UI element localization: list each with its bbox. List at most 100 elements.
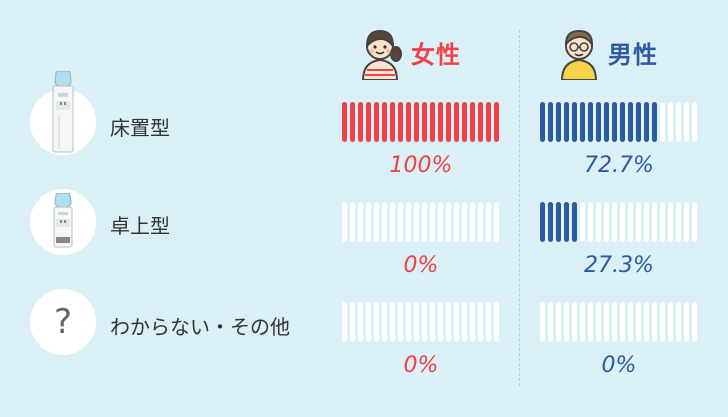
bar-segment: [636, 102, 641, 142]
bar-segment: [636, 302, 641, 342]
bar-segment: [462, 302, 467, 342]
bar-segment: [596, 202, 601, 242]
question-mark-icon: ?: [53, 302, 73, 342]
bar-segment: [350, 202, 355, 242]
bar-tabletop-female: [342, 202, 500, 242]
bar-segment: [486, 202, 491, 242]
male-label: 男性: [608, 40, 658, 69]
bar-segment: [398, 202, 403, 242]
bar-segment: [414, 302, 419, 342]
floor-water-server-icon: [52, 71, 74, 153]
pct-floor-female: 100%: [389, 153, 453, 178]
bar-segment: [470, 302, 475, 342]
row-icon-circle: ?: [30, 289, 96, 355]
bar-segment: [494, 202, 499, 242]
bar-segment: [486, 302, 491, 342]
bar-segment: [580, 202, 585, 242]
bar-segment: [564, 202, 569, 242]
bar-segment: [366, 102, 371, 142]
bar-segment: [540, 302, 545, 342]
bar-segment: [676, 102, 681, 142]
bar-segment: [620, 302, 625, 342]
bar-segment: [684, 202, 689, 242]
boy-with-glasses-icon: [560, 29, 598, 80]
bar-segment: [478, 302, 483, 342]
bar-segment: [660, 302, 665, 342]
pct-tabletop-female: 0%: [403, 253, 439, 278]
bar-segment: [438, 102, 443, 142]
bar-segment: [580, 102, 585, 142]
bar-segment: [350, 102, 355, 142]
bar-segment: [470, 202, 475, 242]
bar-segment: [604, 202, 609, 242]
bar-segment: [486, 102, 491, 142]
bar-segment: [596, 302, 601, 342]
bar-segment: [478, 202, 483, 242]
bar-segment: [572, 302, 577, 342]
bar-segment: [382, 102, 387, 142]
bar-segment: [540, 102, 545, 142]
row-floor-type: 床置型 100% 72.7%: [0, 71, 728, 182]
bar-segment: [676, 302, 681, 342]
bar-segment: [652, 202, 657, 242]
bar-segment: [668, 102, 673, 142]
bar-segment: [684, 102, 689, 142]
bar-segment: [390, 302, 395, 342]
bar-segment: [398, 302, 403, 342]
bar-segment: [358, 202, 363, 242]
bar-segment: [564, 302, 569, 342]
bar-segment: [604, 102, 609, 142]
bar-segment: [580, 302, 585, 342]
bar-segment: [612, 302, 617, 342]
bar-floor-male: [540, 102, 698, 142]
bar-segment: [556, 302, 561, 342]
bar-segment: [548, 102, 553, 142]
bar-segment: [556, 202, 561, 242]
row-icon-circle: [30, 71, 96, 155]
bar-segment: [446, 302, 451, 342]
bar-segment: [604, 302, 609, 342]
pct-unknown-male: 0%: [601, 353, 637, 378]
female-header: 女性: [355, 22, 461, 82]
bar-segment: [358, 102, 363, 142]
row-icon-circle: [30, 189, 96, 255]
bar-segment: [430, 102, 435, 142]
bar-segment: [422, 302, 427, 342]
pct-tabletop-male: 27.3%: [584, 253, 654, 278]
bar-segment: [446, 202, 451, 242]
row-label: わからない・その他: [110, 315, 290, 339]
bar-segment: [350, 302, 355, 342]
bar-segment: [390, 202, 395, 242]
bar-segment: [684, 302, 689, 342]
column-divider: [519, 30, 520, 386]
bar-segment: [644, 202, 649, 242]
bar-segment: [454, 302, 459, 342]
male-header: 男性: [556, 22, 658, 82]
bar-segment: [398, 102, 403, 142]
bar-segment: [414, 202, 419, 242]
bar-segment: [470, 102, 475, 142]
bar-segment: [462, 202, 467, 242]
bar-segment: [564, 102, 569, 142]
bar-segment: [406, 202, 411, 242]
bar-segment: [414, 102, 419, 142]
bar-segment: [494, 302, 499, 342]
bar-unknown-female: [342, 302, 500, 342]
tabletop-water-server-icon: [53, 193, 73, 248]
bar-segment: [422, 102, 427, 142]
bar-segment: [454, 202, 459, 242]
bar-segment: [588, 302, 593, 342]
bar-segment: [556, 102, 561, 142]
pct-floor-male: 72.7%: [584, 153, 654, 178]
bar-segment: [628, 302, 633, 342]
bar-segment: [628, 202, 633, 242]
bar-segment: [628, 102, 633, 142]
bar-segment: [494, 102, 499, 142]
bar-segment: [374, 302, 379, 342]
bar-segment: [652, 302, 657, 342]
bar-segment: [668, 302, 673, 342]
bar-segment: [422, 202, 427, 242]
bar-segment: [572, 202, 577, 242]
bar-segment: [652, 102, 657, 142]
bar-segment: [692, 202, 697, 242]
